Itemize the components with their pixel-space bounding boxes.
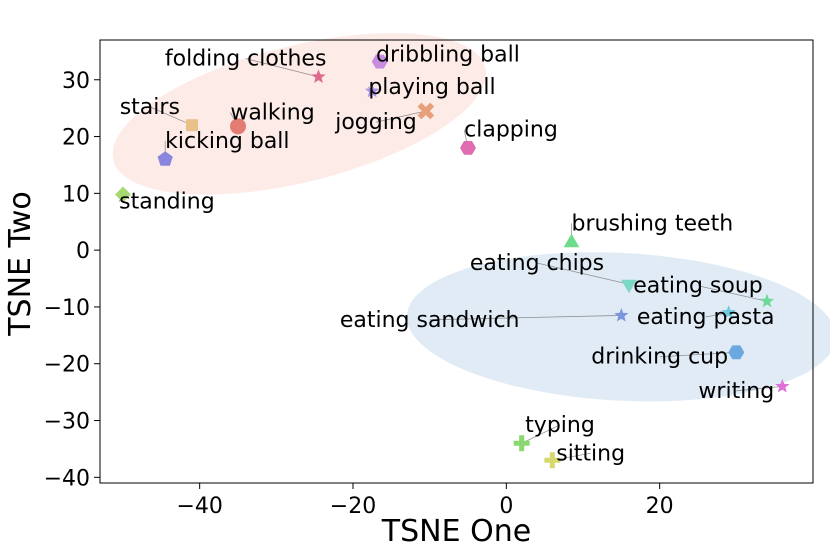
point-eating-pasta bbox=[721, 305, 736, 319]
label-writing: writing bbox=[698, 379, 774, 404]
label-eating-pasta: eating pasta bbox=[637, 305, 775, 330]
point-brushing-teeth bbox=[563, 233, 580, 248]
point-jogging bbox=[417, 102, 435, 120]
label-brushing-teeth: brushing teeth bbox=[572, 211, 734, 236]
label-stairs: stairs bbox=[120, 95, 180, 120]
label-kicking-ball: kicking ball bbox=[165, 129, 289, 154]
plot-frame bbox=[99, 39, 814, 484]
label-eating-sandwich: eating sandwich bbox=[340, 308, 520, 333]
x-tick-label: −40 bbox=[176, 494, 222, 519]
label-folding-clothes: folding clothes bbox=[165, 47, 327, 72]
label-jogging: jogging bbox=[334, 110, 417, 135]
cluster-ellipse-1 bbox=[112, 33, 487, 195]
label-eating-chips: eating chips bbox=[470, 251, 604, 276]
leader-drinking-cup bbox=[659, 351, 737, 358]
data-points bbox=[115, 54, 790, 469]
point-eating-soup bbox=[759, 293, 775, 308]
leader-jogging bbox=[375, 110, 426, 123]
leader-writing bbox=[736, 386, 783, 392]
y-tick-label: −30 bbox=[44, 410, 90, 435]
leader-eating-pasta bbox=[705, 312, 729, 318]
leader-folding-clothes bbox=[245, 58, 319, 78]
point-folding-clothes bbox=[311, 69, 326, 83]
label-walking: walking bbox=[230, 101, 314, 126]
point-eating-chips bbox=[621, 279, 637, 294]
point-playing-ball bbox=[365, 83, 380, 98]
x-tick-label: −20 bbox=[330, 494, 376, 519]
y-tick-label: 0 bbox=[76, 239, 90, 264]
point-sitting bbox=[544, 452, 561, 469]
leader-eating-sandwich bbox=[429, 315, 622, 321]
y-tick-label: −20 bbox=[44, 353, 90, 378]
leader-stairs bbox=[149, 106, 193, 126]
x-tick-label: 20 bbox=[646, 494, 674, 519]
label-sitting: sitting bbox=[556, 441, 625, 466]
label-drinking-cup: drinking cup bbox=[591, 345, 728, 370]
y-tick-label: 20 bbox=[62, 126, 90, 151]
x-axis-title: TSNE One bbox=[381, 514, 531, 549]
x-tick-label: 0 bbox=[499, 494, 513, 519]
point-labels: folding clothes dribbling ball playing bal… bbox=[119, 43, 774, 467]
point-typing bbox=[513, 435, 530, 452]
y-axis-ticks: 30 20 10 0 −10 −20 −30 −40 bbox=[44, 69, 100, 491]
y-tick-label: −40 bbox=[44, 466, 90, 491]
point-eating-sandwich bbox=[614, 308, 629, 322]
y-tick-label: 30 bbox=[62, 69, 90, 94]
point-clapping bbox=[460, 141, 476, 155]
y-tick-label: 10 bbox=[62, 182, 90, 207]
x-axis-ticks: −40 −20 0 20 bbox=[176, 483, 674, 519]
point-kicking-ball bbox=[157, 151, 173, 166]
y-tick-label: −10 bbox=[44, 296, 90, 321]
y-axis-title: TSNE Two bbox=[3, 191, 38, 337]
label-standing: standing bbox=[119, 190, 214, 215]
leader-typing bbox=[521, 424, 561, 444]
point-walking bbox=[230, 118, 246, 135]
label-playing-ball: playing ball bbox=[368, 75, 495, 100]
point-writing bbox=[775, 378, 790, 393]
leader-eating-chips bbox=[536, 262, 630, 285]
point-standing bbox=[115, 186, 131, 203]
label-eating-soup: eating soup bbox=[633, 274, 763, 299]
point-dribbling-ball bbox=[371, 54, 388, 69]
label-dribbling-ball: dribbling ball bbox=[376, 43, 520, 68]
cluster-ellipse-2 bbox=[406, 252, 830, 402]
leader-eating-soup bbox=[697, 285, 768, 302]
label-typing: typing bbox=[525, 413, 595, 438]
cluster-ellipses bbox=[112, 33, 830, 402]
point-drinking-cup bbox=[728, 345, 745, 360]
point-stairs bbox=[186, 119, 198, 132]
label-clapping: clapping bbox=[464, 118, 558, 143]
